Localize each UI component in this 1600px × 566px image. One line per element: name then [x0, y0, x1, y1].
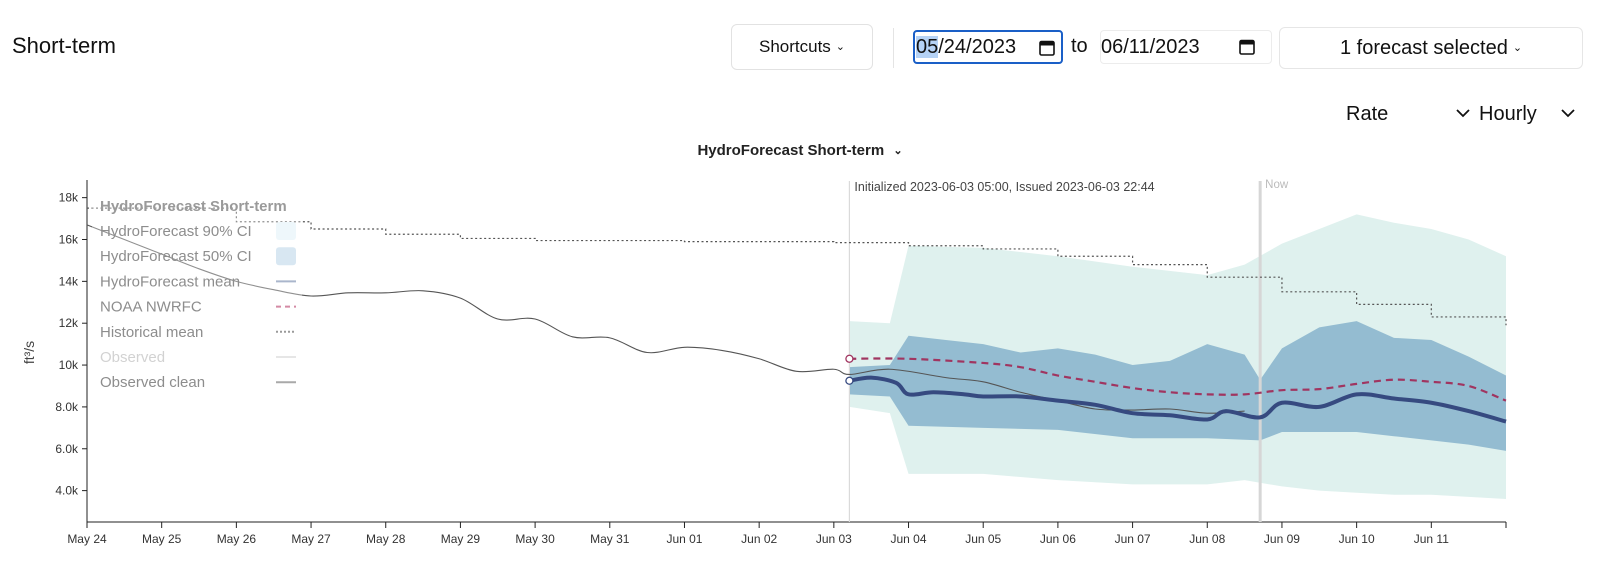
noaa-line	[849, 357, 1507, 402]
x-tick-label: May 29	[441, 532, 481, 546]
legend-item-label: NOAA NWRFC	[100, 299, 202, 316]
x-tick-label: May 26	[217, 532, 257, 546]
end-date-input[interactable]: 06/11/2023	[1100, 30, 1272, 64]
init-annotation: Initialized 2023-06-03 05:00, Issued 202…	[854, 180, 1154, 194]
end-date-value: 06/11/2023	[1101, 35, 1200, 58]
y-tick-label: 12k	[59, 316, 79, 330]
to-label: to	[1071, 35, 1088, 57]
y-tick-label: 14k	[59, 274, 79, 288]
chevron-down-icon: ⌄	[1512, 41, 1523, 54]
forecast-selector-label: 1 forecast selected	[1339, 36, 1508, 59]
x-tick-label: Jun 07	[1115, 532, 1151, 546]
now-annotation: Now	[1265, 179, 1289, 191]
x-tick-label: May 24	[67, 532, 107, 546]
x-tick-label: Jun 08	[1189, 532, 1225, 546]
legend-item-label: Historical mean	[100, 324, 203, 341]
x-tick-label: May 31	[590, 532, 630, 546]
x-tick-label: Jun 03	[816, 532, 852, 546]
historical-mean-line	[87, 207, 1507, 326]
x-tick-label: May 27	[291, 532, 331, 546]
y-tick-label: 6.0k	[55, 442, 79, 456]
y-tick-label: 16k	[59, 233, 79, 247]
forecast-mean-line	[849, 375, 1507, 424]
chevron-down-icon	[1561, 109, 1575, 118]
legend-item-label: Observed	[100, 349, 165, 366]
start-date-value: 05/24/2023	[916, 35, 1017, 59]
calendar-icon[interactable]	[1239, 38, 1255, 55]
chart-title-text: HydroForecast Short-term	[697, 142, 885, 159]
chevron-down-icon: ⌄	[835, 40, 846, 53]
y-tick-label: 4.0k	[55, 484, 79, 498]
interval-select[interactable]: Hourly	[1479, 103, 1579, 126]
chevron-down-icon	[1456, 109, 1470, 118]
rate-select-value: Rate	[1346, 103, 1389, 125]
x-tick-label: May 25	[142, 532, 182, 546]
ci50-band	[849, 321, 1506, 451]
legend-item-label: HydroForecast mean	[100, 273, 240, 290]
y-tick-label: 18k	[59, 191, 79, 205]
x-tick-label: May 28	[366, 532, 406, 546]
chart-title[interactable]: HydroForecast Short-term ⌄	[0, 142, 1600, 159]
legend-item-label: Observed clean	[100, 374, 205, 391]
x-tick-label: Jun 10	[1339, 532, 1375, 546]
start-date-rest: /24/2023	[938, 35, 1017, 58]
interval-select-value: Hourly	[1479, 103, 1537, 125]
legend-swatch	[276, 247, 296, 266]
calendar-icon[interactable]	[1039, 39, 1055, 56]
x-tick-label: Jun 02	[741, 532, 777, 546]
divider	[893, 28, 894, 68]
noaa-start-marker	[845, 354, 854, 363]
x-tick-label: Jun 01	[666, 532, 702, 546]
legend-item-label: HydroForecast 50% CI	[100, 248, 252, 265]
legend-item-label: HydroForecast 90% CI	[100, 223, 252, 240]
rate-select[interactable]: Rate	[1346, 103, 1476, 126]
y-axis-label: ft³/s	[21, 341, 37, 364]
legend-background	[92, 195, 302, 409]
x-tick-label: May 30	[515, 532, 555, 546]
start-date-input[interactable]: 05/24/2023	[913, 30, 1063, 64]
page-title: Short-term	[12, 33, 116, 58]
x-tick-label: Jun 04	[891, 532, 927, 546]
x-tick-label: Jun 09	[1264, 532, 1300, 546]
x-tick-label: Jun 05	[965, 532, 1001, 546]
y-tick-label: 10k	[59, 358, 79, 372]
shortcuts-button[interactable]: Shortcuts ⌄	[731, 24, 873, 70]
mean-start-marker	[845, 376, 854, 385]
start-date-month-selected: 05	[916, 35, 939, 58]
x-tick-label: Jun 11	[1414, 532, 1449, 546]
chart-legend: HydroForecast Short-term HydroForecast 90…	[92, 195, 302, 409]
x-tick-label: Jun 06	[1040, 532, 1076, 546]
shortcuts-label: Shortcuts	[758, 37, 831, 56]
y-tick-label: 8.0k	[55, 400, 79, 414]
legend-swatch	[276, 222, 296, 240]
legend-title: HydroForecast Short-term	[100, 198, 287, 215]
forecast-selector-button[interactable]: 1 forecast selected ⌄	[1279, 27, 1583, 69]
chevron-down-icon: ⌄	[893, 145, 903, 157]
